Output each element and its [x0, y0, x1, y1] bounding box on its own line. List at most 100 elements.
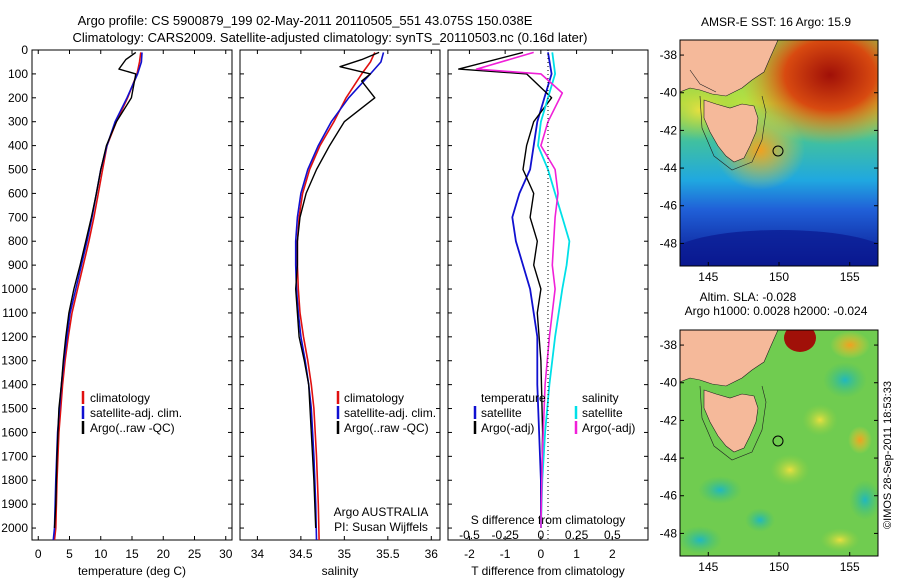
sla-map-title-line1: Altim. SLA: -0.028	[700, 290, 797, 304]
legend-label-argo: Argo(..raw -QC)	[344, 421, 429, 435]
map-x-tick-label: 155	[840, 270, 860, 284]
difference-axis-label-top: S difference from climatology	[471, 513, 626, 527]
sla-map-title-line2: Argo h1000: 0.0028 h2000: -0.024	[685, 304, 868, 318]
sst-map-title: AMSR-E SST: 16 Argo: 15.9	[701, 15, 851, 29]
map-y-tick-label: -42	[660, 413, 678, 427]
x-tick-label: 1	[573, 547, 580, 561]
salinity-axis-ticks: 34 34.5 35 35.5 36	[251, 50, 439, 561]
salinity-axes-frame	[239, 49, 441, 541]
salinity-axis-label: salinity	[322, 564, 359, 578]
map-x-tick-label: 150	[769, 560, 789, 574]
header-title-line2: Climatology: CARS2009. Satellite-adjuste…	[73, 30, 588, 45]
depth-tick-label: 1500	[1, 402, 28, 416]
depth-tick-label: 1800	[1, 473, 28, 487]
map-y-tick-label: -44	[660, 451, 678, 465]
legend-label-satellite: satellite-adj. clim.	[344, 406, 436, 420]
legend-label-climatology: climatology	[344, 391, 404, 405]
map-y-tick-label: -48	[660, 236, 678, 250]
depth-tick-label: 500	[8, 163, 28, 177]
s-diff-tick-label: 0.5	[604, 528, 621, 542]
series-line-climatology	[53, 52, 142, 541]
depth-tick-label: 900	[8, 258, 28, 272]
x-tick-label: -2	[464, 547, 475, 561]
depth-axis-ticks: 0 100 200 300 400 500 600 700 800 900 1000 1100 1200…	[1, 43, 648, 535]
sla-map-ticks: 145 150 155 -38 -40 -42 -44 -46 -48	[660, 338, 878, 574]
x-tick-label: -1	[500, 547, 511, 561]
depth-tick-label: 400	[8, 139, 28, 153]
series-line-salinity-argo-adj	[475, 51, 564, 529]
depth-tick-label: 300	[8, 115, 28, 129]
temperature-axis-ticks: 0 5 10 15 20 25 30	[35, 50, 233, 561]
map-y-tick-label: -46	[660, 489, 678, 503]
s-diff-tick-label: -0.25	[491, 528, 519, 542]
s-diff-tick-label: 0.25	[565, 528, 589, 542]
map-x-tick-label: 145	[698, 560, 718, 574]
x-tick-label: 2	[609, 547, 616, 561]
series-line-argo-raw-qc	[53, 51, 137, 529]
map-y-tick-label: -42	[660, 123, 678, 137]
difference-series	[458, 51, 571, 529]
salinity-series	[294, 51, 385, 541]
difference-axis-label: T difference from climatology	[471, 564, 625, 578]
x-tick-label: 15	[125, 547, 139, 561]
temperature-legend: climatology satellite-adj. clim. Argo(..…	[81, 391, 182, 435]
x-tick-label: 30	[219, 547, 233, 561]
depth-tick-label: 1600	[1, 425, 28, 439]
legend-label-satellite: satellite-adj. clim.	[90, 406, 182, 420]
series-line-salinity-satellite	[537, 52, 571, 529]
x-tick-label: 0	[35, 547, 42, 561]
depth-tick-label: 1100	[2, 306, 28, 320]
depth-tick-label: 700	[8, 210, 28, 224]
s-diff-tick-label: 0	[538, 528, 545, 542]
legend-label-sal-argo: Argo(-adj)	[582, 421, 635, 435]
x-tick-label: 25	[188, 547, 202, 561]
depth-tick-label: 1200	[1, 330, 28, 344]
sst-map-ticks: 145 150 155 -38 -40 -42 -44 -46 -48	[660, 48, 878, 284]
x-tick-label: 36	[425, 547, 439, 561]
map-y-tick-label: -40	[660, 376, 678, 390]
depth-tick-label: 600	[8, 186, 28, 200]
s-diff-tick-label: -0.5	[459, 528, 480, 542]
series-line-climatology	[296, 52, 376, 541]
depth-tick-label: 1300	[1, 354, 28, 368]
depth-tick-label: 2000	[1, 521, 28, 535]
depth-tick-label: 1000	[1, 282, 28, 296]
depth-tick-label: 1900	[1, 497, 28, 511]
legend-label-temp-satellite: satellite	[481, 406, 522, 420]
legend-header-temperature: temperature	[481, 391, 546, 405]
map-y-tick-label: -48	[660, 526, 678, 540]
temperature-series	[52, 51, 143, 541]
series-line-temperature-satellite	[511, 52, 553, 528]
sst-argo-marker	[772, 145, 784, 157]
sla-argo-marker	[772, 435, 784, 447]
map-y-tick-label: -44	[660, 161, 678, 175]
depth-tick-label: 1700	[1, 449, 28, 463]
x-tick-label: 5	[66, 547, 73, 561]
map-x-tick-label: 145	[698, 270, 718, 284]
series-line-argo-raw-qc	[295, 51, 380, 529]
map-y-tick-label: -38	[660, 338, 678, 352]
argo-institution-label: Argo AUSTRALIA	[334, 505, 429, 519]
depth-tick-label: 0	[21, 43, 28, 57]
temperature-axis-label: temperature (deg C)	[78, 564, 186, 578]
sla-map-field	[680, 330, 878, 556]
x-tick-label: 34	[251, 547, 265, 561]
depth-tick-label: 1400	[1, 378, 28, 392]
legend-label-climatology: climatology	[90, 391, 150, 405]
map-x-tick-label: 155	[840, 560, 860, 574]
credit-timestamp: ©IMOS 28-Sep-2011 18:53:33	[882, 381, 894, 529]
legend-label-sal-satellite: satellite	[582, 406, 623, 420]
map-x-tick-label: 150	[769, 270, 789, 284]
salinity-legend: climatology satellite-adj. clim. Argo(..…	[336, 391, 436, 435]
map-y-tick-label: -38	[660, 48, 678, 62]
x-tick-label: 35	[338, 547, 352, 561]
x-tick-label: 20	[157, 547, 171, 561]
legend-header-salinity: salinity	[582, 391, 619, 405]
argo-pi-label: PI: Susan Wijffels	[334, 520, 428, 534]
series-line-satellite-adj-clim	[52, 52, 143, 541]
difference-axis-ticks: -2 -1 0 1 2 -0.5 -0.25 0 0.25 0.5	[459, 50, 621, 561]
x-tick-label: 10	[94, 547, 108, 561]
x-tick-label: 34.5	[289, 547, 313, 561]
difference-legend: temperature satellite Argo(-adj) salinit…	[473, 391, 635, 435]
